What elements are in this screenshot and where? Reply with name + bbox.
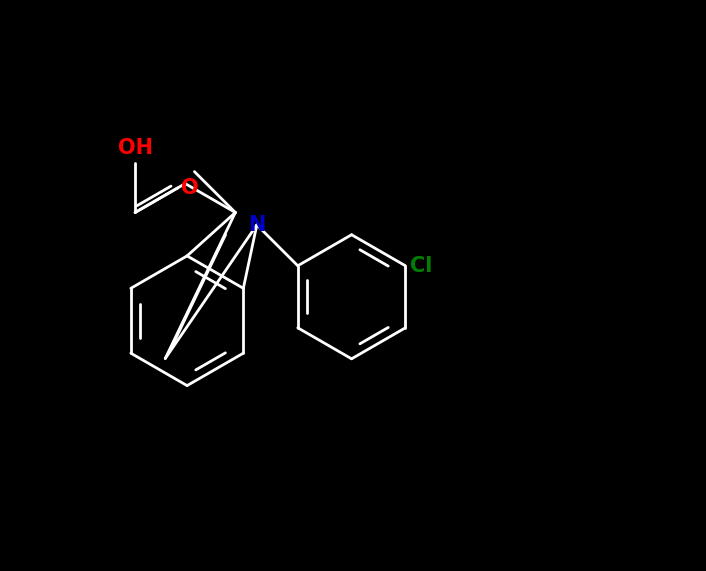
Text: O: O (181, 178, 199, 198)
Text: N: N (248, 215, 265, 235)
Text: Cl: Cl (409, 256, 432, 276)
Text: OH: OH (118, 138, 152, 158)
